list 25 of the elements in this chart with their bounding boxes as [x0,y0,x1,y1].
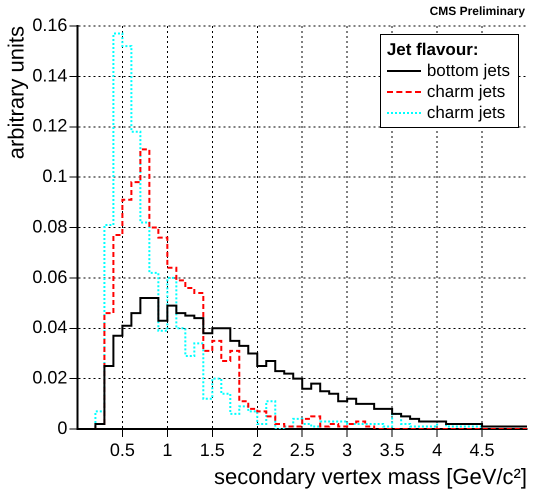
y-tick-label: 0.04 [32,317,68,338]
x-tick-label: 0.5 [110,440,135,460]
x-axis-title: secondary vertex mass [GeV/c²] [214,464,527,489]
x-tick-label: 4 [432,440,442,460]
x-tick-label: 1 [162,440,172,460]
text: CMS Preliminary [430,4,525,18]
y-tick-label: 0.14 [32,65,68,86]
x-tick-label: 3 [342,440,352,460]
legend-label: bottom jets [426,60,510,81]
x-tick-label: 4.5 [470,440,495,460]
y-tick-label: 0.16 [32,14,68,35]
x-tick-label: 2.5 [290,440,315,460]
x-tick-label: 3.5 [380,440,405,460]
y-axis-title: arbitrary units [3,26,28,160]
y-tick-label: 0.02 [32,368,68,388]
legend-label: charm jets [426,81,506,102]
y-tick-label: 0.1 [42,166,68,186]
x-tick-label: 2 [252,440,262,460]
legend-title: Jet flavour: [386,39,480,60]
legend-label: charm jets [426,102,506,123]
y-tick-label: 0.08 [32,216,68,236]
x-tick-label: 1.5 [200,440,225,460]
y-tick-label: 0.06 [32,266,68,287]
y-tick-label: 0 [57,418,68,438]
y-tick-label: 0.12 [32,116,68,136]
